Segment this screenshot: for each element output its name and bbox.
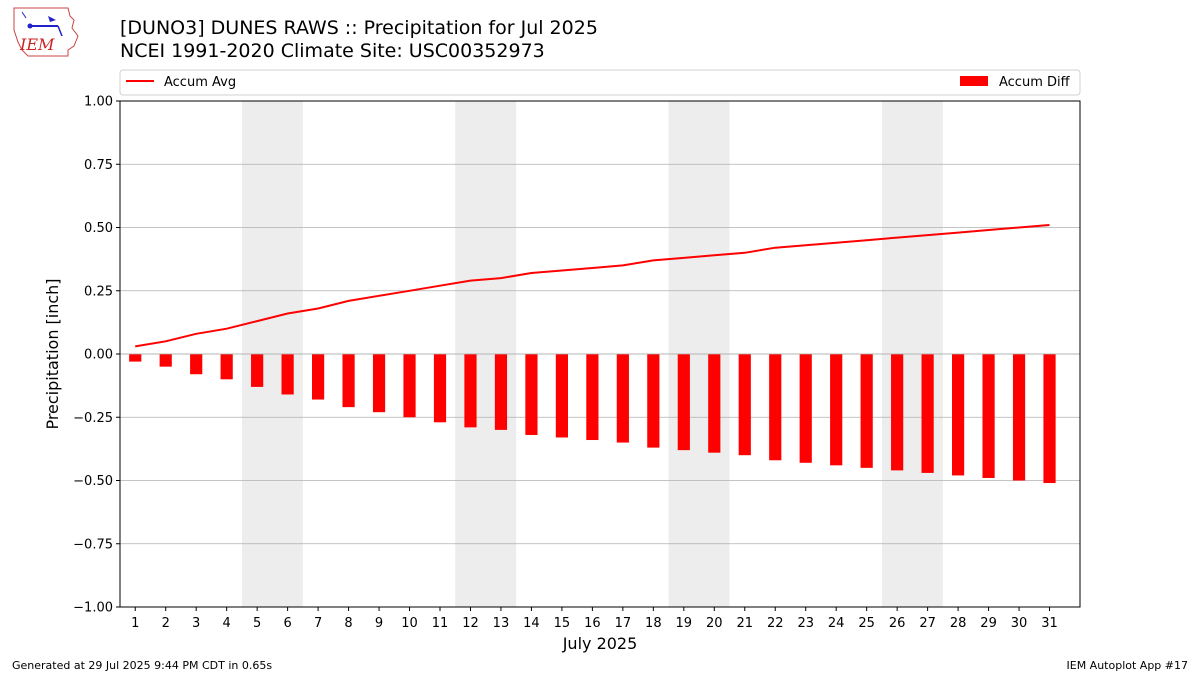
- legend-bar-swatch: [960, 76, 988, 86]
- x-tick-label: 22: [767, 616, 784, 631]
- diff-bar: [525, 354, 538, 435]
- x-tick-label: 21: [736, 616, 753, 631]
- x-tick-label: 17: [615, 616, 632, 631]
- diff-bar: [312, 354, 325, 400]
- diff-bar: [769, 354, 782, 461]
- x-tick-label: 12: [462, 616, 479, 631]
- chart-subtitle: NCEI 1991-2020 Climate Site: USC00352973: [120, 40, 545, 62]
- y-tick-label: −0.25: [73, 411, 113, 426]
- diff-bar: [586, 354, 599, 441]
- x-tick-label: 8: [344, 616, 352, 631]
- x-tick-label: 2: [162, 616, 170, 631]
- x-tick-label: 4: [223, 616, 231, 631]
- x-tick-label: 14: [523, 616, 540, 631]
- x-tick-label: 16: [584, 616, 601, 631]
- y-tick-label: −1.00: [73, 601, 113, 616]
- diff-bar: [403, 354, 416, 418]
- legend-box: [119, 69, 1081, 96]
- accum-avg-line: [135, 224, 1050, 348]
- x-tick-label: 5: [253, 616, 261, 631]
- chart-title: [DUNO3] DUNES RAWS :: Precipitation for …: [120, 17, 598, 39]
- x-tick-label: 13: [493, 616, 510, 631]
- diff-bar: [372, 354, 386, 413]
- diff-bar: [433, 354, 447, 423]
- diff-bar: [616, 354, 629, 443]
- diff-bar: [464, 354, 477, 428]
- x-tick-label: 15: [554, 616, 571, 631]
- x-tick-label: 29: [980, 616, 997, 631]
- diff-bar: [494, 354, 508, 430]
- x-tick-label: 3: [192, 616, 200, 631]
- x-tick-label: 10: [401, 616, 418, 631]
- footer-generated: Generated at 29 Jul 2025 9:44 PM CDT in …: [12, 659, 273, 672]
- y-tick-label: 0.25: [84, 284, 113, 299]
- x-tick-label: 19: [676, 616, 693, 631]
- diff-bar: [190, 354, 203, 375]
- legend-label-accum-diff: Accum Diff: [999, 75, 1071, 90]
- y-tick-label: 0.50: [84, 221, 113, 236]
- y-tick-label: −0.75: [73, 537, 113, 552]
- x-tick-label: 6: [283, 616, 291, 631]
- diff-bar: [982, 354, 995, 478]
- y-tick-label: 0.00: [84, 348, 113, 363]
- y-tick-label: 0.75: [84, 158, 113, 173]
- x-tick-label: 25: [858, 616, 875, 631]
- x-tick-label: 18: [645, 616, 662, 631]
- x-tick-label: 11: [432, 616, 449, 631]
- diff-bar: [647, 354, 660, 448]
- y-axis-label: Precipitation [inch]: [43, 278, 62, 429]
- diff-bar: [281, 354, 294, 395]
- x-tick-label: 27: [919, 616, 936, 631]
- footer-app-id: IEM Autoplot App #17: [1066, 659, 1189, 672]
- diff-bar: [860, 354, 873, 468]
- diff-bar: [129, 354, 142, 362]
- x-tick-label: 9: [375, 616, 383, 631]
- x-tick-label: 20: [706, 616, 723, 631]
- diff-bar: [738, 354, 751, 456]
- diff-bar: [921, 354, 934, 473]
- x-tick-label: 7: [314, 616, 322, 631]
- x-axis-label: July 2025: [562, 634, 638, 653]
- diff-bar: [251, 354, 264, 387]
- diff-bar: [159, 354, 172, 367]
- x-tick-label: 1: [131, 616, 139, 631]
- diff-bar: [342, 354, 355, 408]
- diff-bar: [677, 354, 690, 451]
- diff-bar: [1012, 354, 1026, 481]
- x-tick-label: 26: [889, 616, 906, 631]
- x-tick-label: 31: [1041, 616, 1058, 631]
- iem-logo: IEM: [13, 7, 79, 57]
- diff-bar: [891, 354, 904, 471]
- y-tick-label: 1.00: [84, 95, 113, 110]
- diff-bar: [708, 354, 721, 453]
- diff-bar: [220, 354, 233, 380]
- legend-label-accum-avg: Accum Avg: [164, 75, 236, 90]
- diff-bar: [952, 354, 965, 476]
- x-tick-label: 30: [1011, 616, 1028, 631]
- x-tick-label: 23: [797, 616, 814, 631]
- x-tick-label: 28: [950, 616, 967, 631]
- diff-bar: [1043, 354, 1056, 484]
- diff-bar: [799, 354, 812, 463]
- x-tick-label: 24: [828, 616, 845, 631]
- diff-bar: [555, 354, 568, 438]
- y-tick-label: −0.50: [73, 474, 113, 489]
- diff-bar: [830, 354, 843, 466]
- logo-lettering: IEM: [19, 35, 55, 54]
